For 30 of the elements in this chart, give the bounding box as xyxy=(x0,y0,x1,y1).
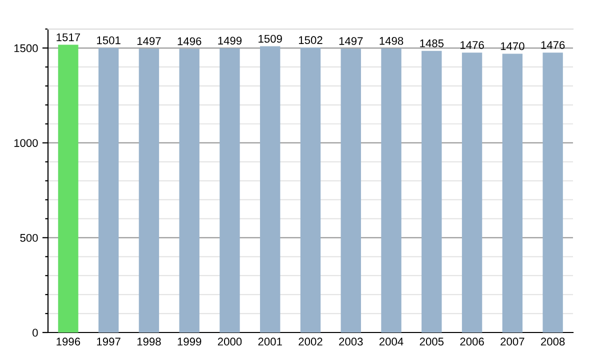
y-tick-label: 1500 xyxy=(14,44,38,52)
x-tick-label: 2004 xyxy=(379,338,404,346)
x-tick-label: 2003 xyxy=(339,338,363,346)
data-label: 1470 xyxy=(500,42,524,50)
data-label: 1501 xyxy=(97,36,120,44)
data-label: 1497 xyxy=(339,37,363,45)
x-tick-label: 1998 xyxy=(137,338,161,346)
x-tick-label: 2005 xyxy=(420,338,444,346)
data-label: 1502 xyxy=(298,36,322,44)
y-tick-label: 0 xyxy=(32,328,38,337)
data-label: 1476 xyxy=(460,41,484,49)
x-tick-label: 2008 xyxy=(541,338,565,346)
x-tick-label: 1997 xyxy=(97,338,120,346)
data-label: 1498 xyxy=(380,36,404,45)
x-tick-label: 2007 xyxy=(500,338,524,346)
data-label: 1509 xyxy=(258,34,282,43)
data-label: 1497 xyxy=(137,37,161,45)
data-label: 1485 xyxy=(420,39,444,48)
x-tick-label: 2001 xyxy=(258,338,282,346)
y-tick-label: 500 xyxy=(20,234,38,242)
data-label: 1476 xyxy=(541,41,565,49)
data-label: 1517 xyxy=(56,33,80,42)
x-tick-label: 2000 xyxy=(218,338,242,346)
x-tick-label: 2002 xyxy=(298,338,322,346)
data-label: 1496 xyxy=(178,37,202,46)
y-tick-label: 1000 xyxy=(14,139,38,147)
x-tick-label: 1996 xyxy=(56,338,80,346)
data-label: 1499 xyxy=(218,36,242,45)
x-tick-label: 1999 xyxy=(178,338,202,346)
x-tick-label: 2006 xyxy=(460,338,484,346)
